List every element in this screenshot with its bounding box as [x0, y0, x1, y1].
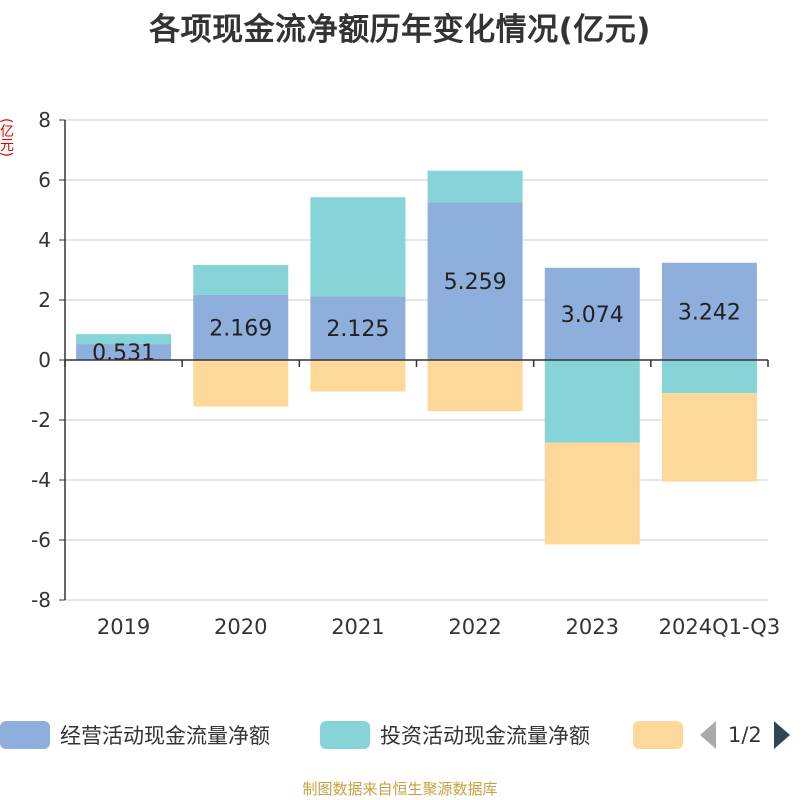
x-tick-label: 2024Q1-Q3 [659, 615, 781, 639]
x-tick-label: 2022 [448, 615, 501, 639]
data-source-note: 制图数据来自恒生聚源数据库 [302, 780, 498, 798]
y-tick-label: 6 [38, 168, 51, 192]
data-label: 3.242 [678, 300, 741, 325]
legend-item-financing[interactable] [633, 720, 693, 750]
bar-investing-2019 [76, 334, 172, 345]
data-label: 2.125 [326, 317, 389, 342]
bar-investing-2021 [310, 197, 406, 297]
bar-investing-2024Q1-Q3 [661, 360, 757, 393]
stacked-bar-chart: 8 6 4 2 0 -2 -4 -6 -8 0.531 2.169 2.125 5.259 3.074 3.… [31, 108, 781, 639]
bar-operating-2023 [544, 267, 640, 360]
y-axis-unit: (亿元) [0, 118, 14, 157]
chart-title: 各项现金流净额历年变化情况(亿元) [149, 12, 651, 48]
bar-operating-2020 [193, 294, 289, 360]
data-label: 3.074 [561, 303, 624, 328]
bar-financing-2021 [310, 360, 406, 392]
legend-swatch-investing [320, 721, 370, 749]
bar-financing-2024Q1-Q3 [661, 393, 757, 482]
y-tick-label: -2 [31, 408, 51, 432]
bar-operating-2019 [76, 344, 172, 360]
legend-label-operating: 经营活动现金流量净额 [60, 724, 270, 748]
x-tick-label: 2023 [566, 615, 619, 639]
bar-operating-2024Q1-Q3 [661, 262, 757, 360]
data-label: 0.531 [92, 341, 155, 366]
bar-investing-2023 [544, 360, 640, 443]
legend-swatch-operating [0, 721, 50, 749]
legend: 经营活动现金流量净额 投资活动现金流量净额 1/2 [0, 715, 800, 755]
bar-investing-2022 [427, 170, 523, 203]
y-tick-label: -8 [31, 588, 51, 612]
legend-pager: 1/2 [700, 720, 790, 750]
legend-swatch-financing [633, 721, 683, 749]
y-tick-label: 4 [38, 228, 51, 252]
x-tick-label: 2020 [214, 615, 267, 639]
legend-next-icon[interactable] [773, 721, 790, 749]
bar-financing-2023 [544, 442, 640, 545]
x-tick-label: 2021 [331, 615, 384, 639]
bar-operating-2021 [310, 296, 406, 360]
legend-item-operating[interactable]: 经营活动现金流量净额 [0, 720, 270, 750]
y-tick-label: 8 [38, 108, 51, 132]
bar-operating-2022 [427, 202, 523, 360]
data-label: 2.169 [209, 316, 272, 341]
x-tick-label: 2019 [97, 615, 150, 639]
data-label: 5.259 [444, 270, 507, 295]
y-tick-label: -4 [31, 468, 51, 492]
bar-investing-2020 [193, 264, 289, 295]
bar-financing-2022 [427, 360, 523, 411]
y-tick-label: 0 [38, 348, 51, 372]
legend-prev-icon[interactable] [700, 721, 716, 749]
bar-financing-2020 [193, 360, 289, 407]
y-tick-label: 2 [38, 288, 51, 312]
legend-item-investing[interactable]: 投资活动现金流量净额 [320, 720, 590, 750]
legend-label-investing: 投资活动现金流量净额 [380, 724, 590, 748]
y-tick-label: -6 [31, 528, 51, 552]
legend-page-indicator: 1/2 [728, 723, 762, 747]
